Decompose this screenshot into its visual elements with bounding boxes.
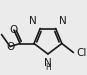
Text: Cl: Cl [77,47,87,58]
Text: N: N [29,16,37,26]
Text: H: H [45,63,51,72]
Text: O: O [6,41,14,52]
Text: O: O [10,25,18,35]
Text: N: N [44,58,52,68]
Text: N: N [59,16,66,26]
